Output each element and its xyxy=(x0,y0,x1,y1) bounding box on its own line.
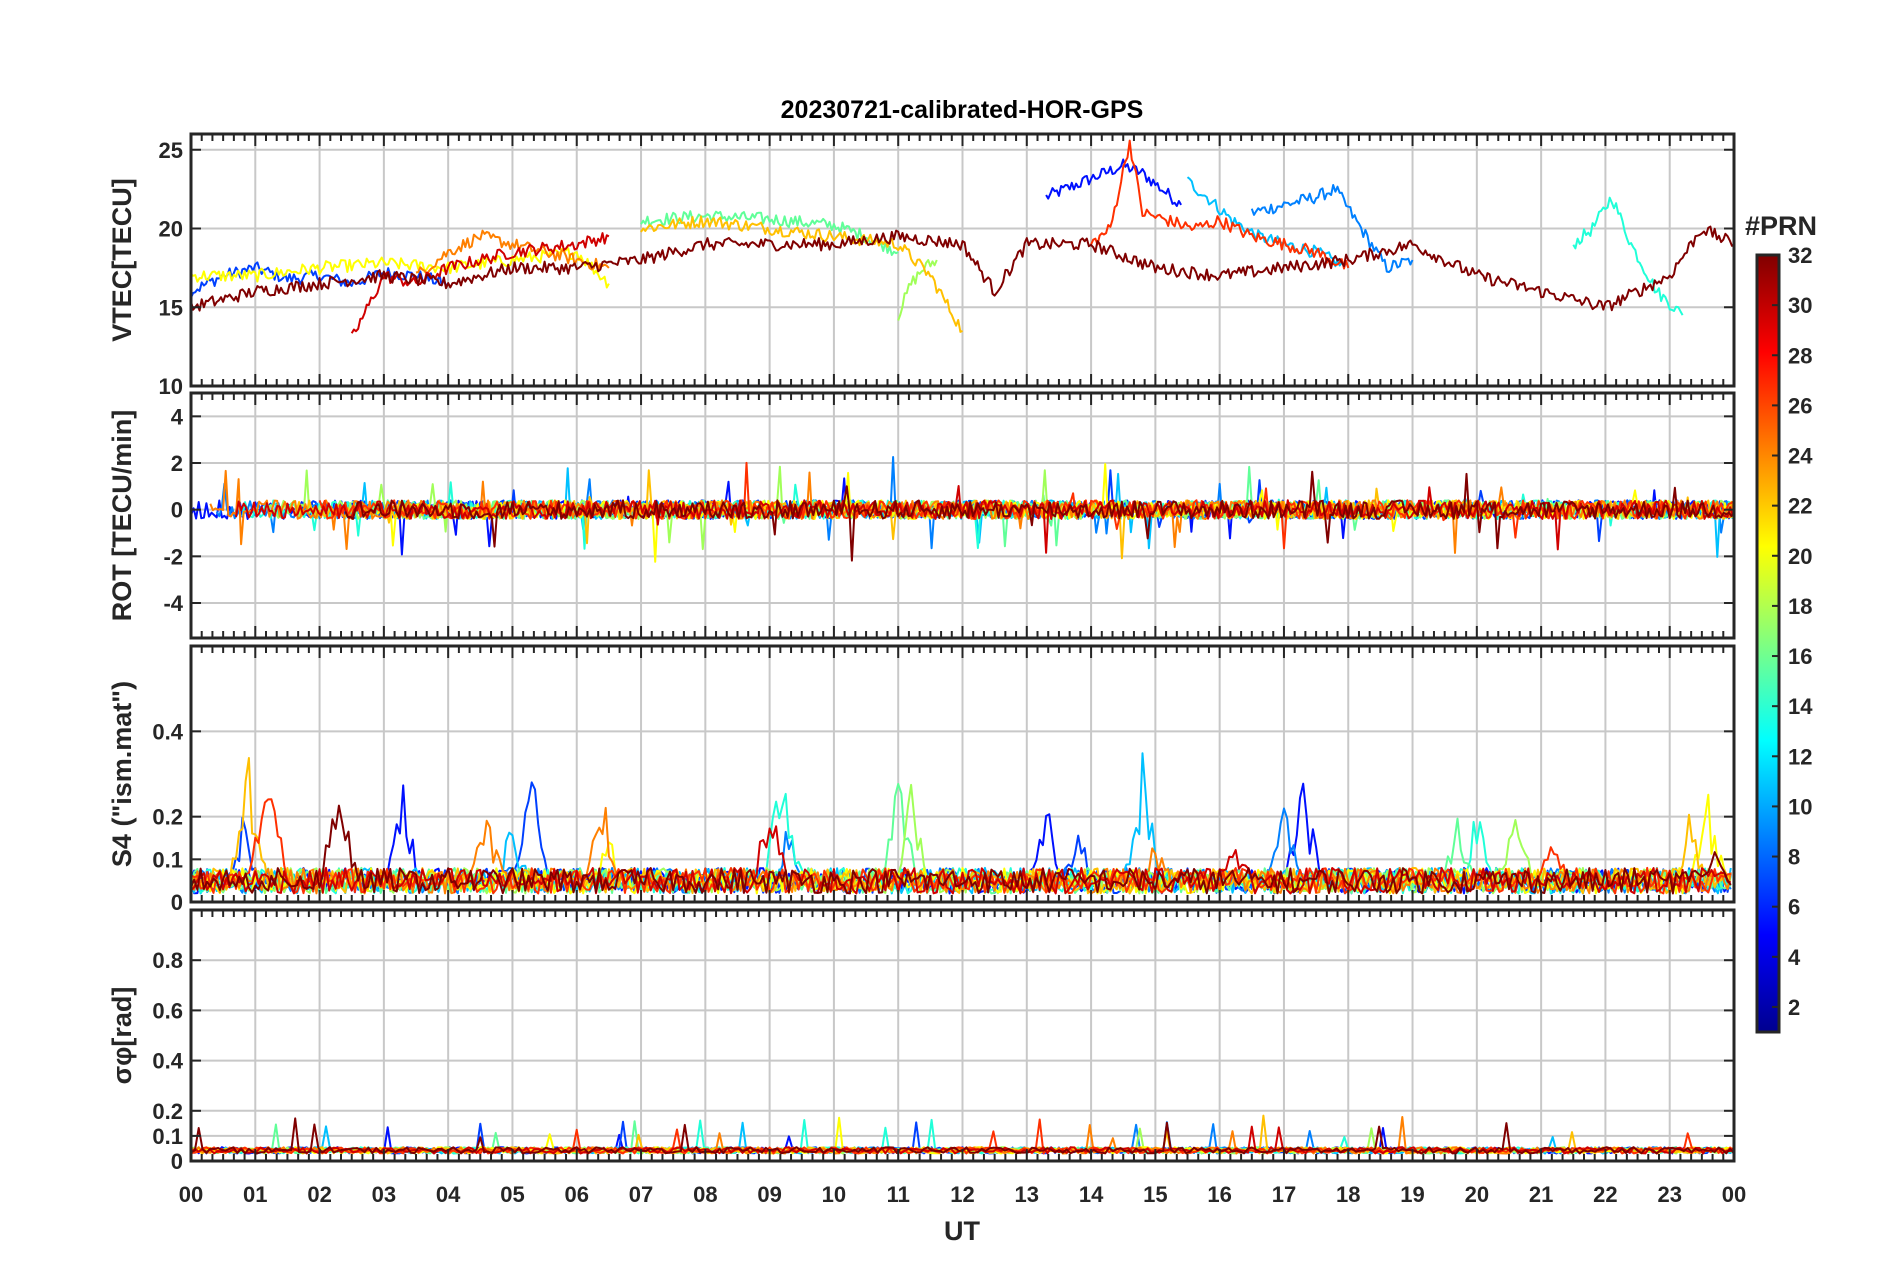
series-prn-32 xyxy=(344,470,1734,562)
x-tick-label: 14 xyxy=(1079,1182,1104,1207)
colorbar-tick-label: 32 xyxy=(1788,243,1812,268)
x-tick-label: 15 xyxy=(1143,1182,1167,1207)
x-tick-label: 06 xyxy=(565,1182,589,1207)
y-axis-label: σφ[rad] xyxy=(107,987,137,1085)
x-tick-label: 10 xyxy=(822,1182,846,1207)
x-tick-label: 04 xyxy=(436,1182,461,1207)
series-prn-30 xyxy=(350,232,610,334)
colorbar-tick-label: 24 xyxy=(1788,444,1813,469)
y-tick-label: 4 xyxy=(171,404,184,429)
colorbar-tick-label: 14 xyxy=(1788,694,1813,719)
x-tick-label: 08 xyxy=(693,1182,717,1207)
panel-2: -4 -2 0 2 4 ROT [TECU/min] xyxy=(107,391,1736,640)
colorbar-gradient xyxy=(1755,253,1781,1034)
y-tick-label: 0.6 xyxy=(152,998,183,1023)
y-tick-label: 0.1 xyxy=(152,847,183,872)
colorbar-tick-label: 20 xyxy=(1788,544,1812,569)
series-prn-2 xyxy=(1045,158,1182,207)
y-tick-label: 0.4 xyxy=(152,719,183,744)
colorbar-tick-label: 16 xyxy=(1788,644,1812,669)
colorbar-tick-label: 8 xyxy=(1788,845,1800,870)
panel-4: 00.10.2 0.4 0.6 0.8 σφ[rad] xyxy=(107,908,1736,1174)
y-tick-label: 2 xyxy=(171,451,183,476)
x-tick-label: 11 xyxy=(887,1182,910,1207)
x-tick-label: 00 xyxy=(179,1182,203,1207)
series-prn-24 xyxy=(415,229,610,275)
x-tick-label: 12 xyxy=(950,1182,974,1207)
x-tick-label: 21 xyxy=(1529,1182,1553,1207)
panel-3: 0 0.1 0.2 0.4 S4 ("ism.mat") xyxy=(107,644,1736,915)
y-tick-label: 0.4 xyxy=(152,1049,183,1074)
series-prn-18 xyxy=(897,259,938,321)
series-prn-10 xyxy=(1186,176,1350,269)
x-tick-label: 16 xyxy=(1207,1182,1231,1207)
y-tick-label: 0 xyxy=(171,1149,183,1174)
y-tick-label: 0.2 xyxy=(152,805,183,830)
series-prn-20 xyxy=(191,247,610,289)
y-axis-label: VTEC[TECU] xyxy=(107,178,137,342)
colorbar-tick-label: 2 xyxy=(1788,995,1800,1020)
colorbar-tick-label: 26 xyxy=(1788,393,1812,418)
x-tick-label: 20 xyxy=(1465,1182,1489,1207)
chart-title: 20230721-calibrated-HOR-GPS xyxy=(781,96,1144,124)
colorbar-label: #PRN xyxy=(1745,211,1817,241)
x-tick-label: 05 xyxy=(500,1182,524,1207)
colorbar-tick-label: 30 xyxy=(1788,293,1812,318)
series-prn-32 xyxy=(191,225,1734,312)
y-tick-label: 0.8 xyxy=(152,948,183,973)
y-tick-label: 0 xyxy=(171,498,183,523)
x-tick-label: 23 xyxy=(1657,1182,1681,1207)
series-prn-27 xyxy=(318,461,1734,550)
colorbar-tick-label: 10 xyxy=(1788,794,1812,819)
colorbar-tick-label: 12 xyxy=(1788,744,1812,769)
x-tick-label: 00 xyxy=(1722,1182,1746,1207)
series-prn-13 xyxy=(1572,196,1684,316)
y-tick-label: -2 xyxy=(163,544,183,569)
colorbar-tick-label: 4 xyxy=(1788,945,1801,970)
colorbar-tick-label: 22 xyxy=(1788,494,1812,519)
y-tick-label: 0.1 xyxy=(152,1124,183,1149)
x-tick-label: 03 xyxy=(372,1182,396,1207)
colorbar-tick-label: 28 xyxy=(1788,343,1812,368)
panel-series xyxy=(191,456,1734,563)
series-prn-32 xyxy=(191,804,1732,895)
x-tick-label: 02 xyxy=(307,1182,331,1207)
y-axis-label: ROT [TECU/min] xyxy=(107,410,137,621)
series-prn-7 xyxy=(1250,184,1414,273)
y-tick-label: 0.2 xyxy=(152,1099,183,1124)
series-prn-27 xyxy=(1090,139,1350,270)
panel-1: 10 15 20 25 VTEC[TECU] xyxy=(107,132,1736,399)
colorbar-tick-label: 18 xyxy=(1788,594,1812,619)
x-tick-label: 19 xyxy=(1400,1182,1424,1207)
x-tick-label: 07 xyxy=(629,1182,653,1207)
x-tick-label: 17 xyxy=(1272,1182,1296,1207)
panel-series xyxy=(191,139,1734,334)
series-prn-22 xyxy=(640,215,963,333)
x-tick-label: 09 xyxy=(757,1182,781,1207)
y-tick-label: 25 xyxy=(159,138,183,163)
y-tick-label: -4 xyxy=(163,591,183,616)
y-tick-label: 15 xyxy=(159,295,183,320)
x-tick-label: 22 xyxy=(1593,1182,1617,1207)
y-tick-label: 10 xyxy=(159,374,183,399)
x-tick-label: 13 xyxy=(1015,1182,1039,1207)
series-prn-30 xyxy=(235,485,1734,554)
x-tick-label: 01 xyxy=(243,1182,267,1207)
colorbar-tick-label: 6 xyxy=(1788,895,1800,920)
panel-series xyxy=(191,752,1732,895)
x-axis-label: UT xyxy=(944,1216,980,1246)
x-tick-label: 18 xyxy=(1336,1182,1360,1207)
y-tick-label: 20 xyxy=(159,217,183,242)
y-tick-label: 0 xyxy=(171,890,183,915)
y-axis-label: S4 ("ism.mat") xyxy=(107,681,137,867)
series-prn-16 xyxy=(640,210,899,256)
